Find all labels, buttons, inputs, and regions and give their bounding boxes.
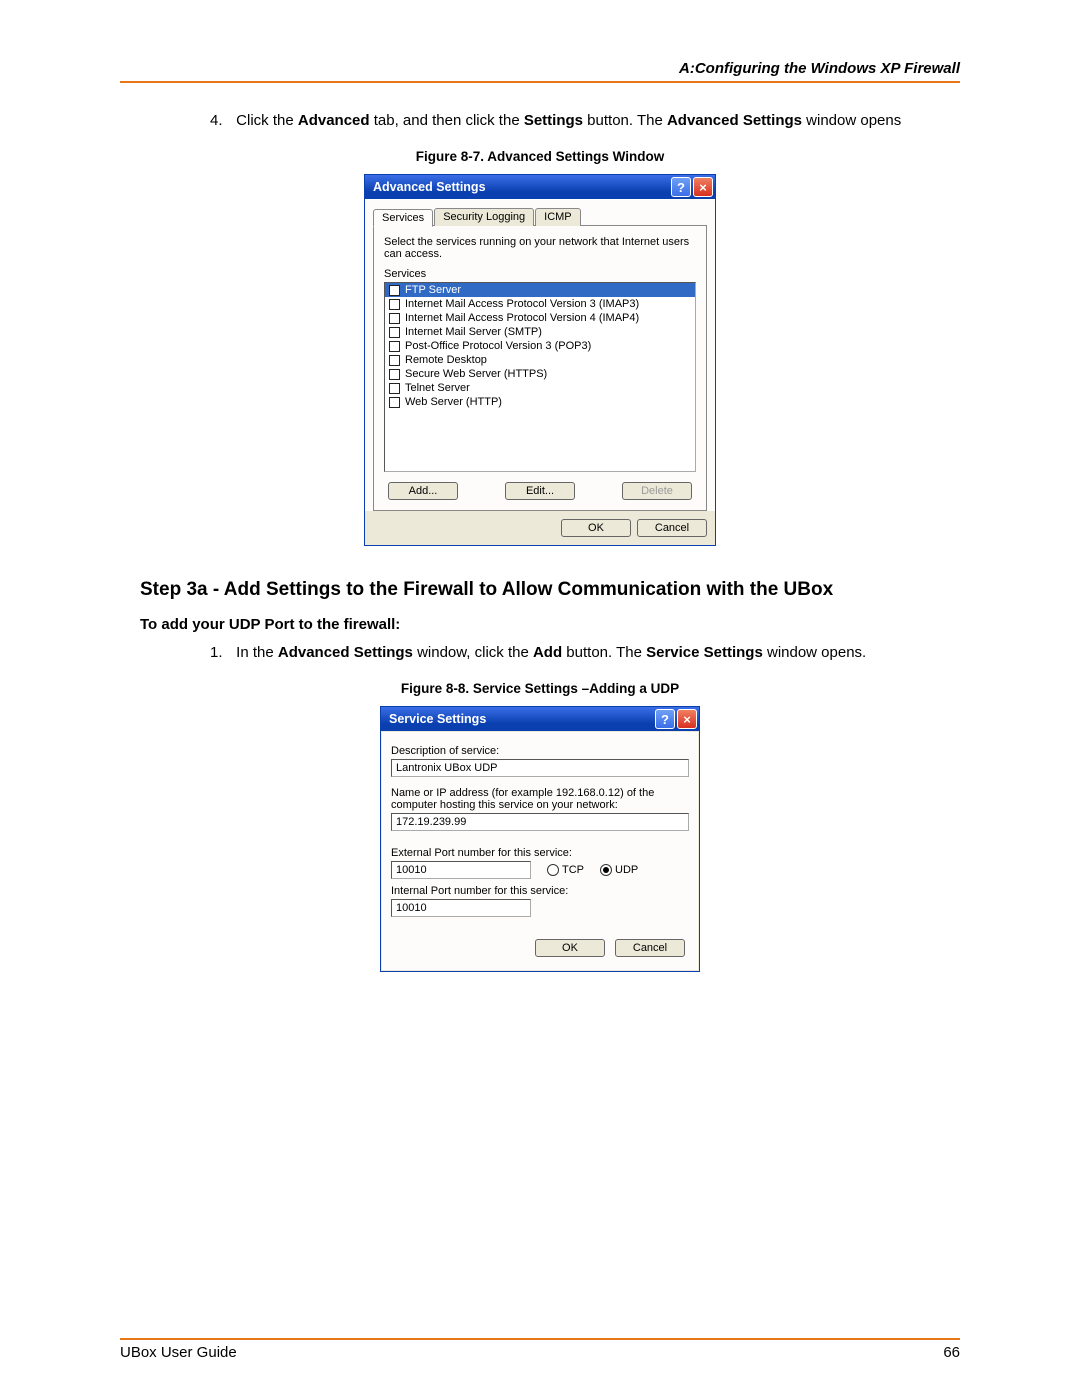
list-item-label: Remote Desktop	[405, 354, 487, 366]
text: window, click the	[413, 644, 533, 661]
radio-icon[interactable]	[547, 864, 559, 876]
radio-icon[interactable]	[600, 864, 612, 876]
text: tab, and then click the	[370, 112, 524, 129]
tab-panel: Select the services running on your netw…	[373, 225, 707, 511]
text: Click the	[236, 112, 298, 129]
tab-security-logging[interactable]: Security Logging	[434, 208, 534, 226]
advanced-settings-dialog: Advanced Settings ? × Services Security …	[364, 174, 716, 546]
sub-heading: To add your UDP Port to the firewall:	[140, 616, 960, 633]
cancel-button[interactable]: Cancel	[637, 519, 707, 537]
list-item-label: Internet Mail Access Protocol Version 3 …	[405, 298, 639, 310]
udp-radio[interactable]: UDP	[600, 864, 638, 876]
list-item-label: Internet Mail Access Protocol Version 4 …	[405, 312, 639, 324]
list-item[interactable]: Post-Office Protocol Version 3 (POP3)	[385, 339, 695, 353]
cancel-button[interactable]: Cancel	[615, 939, 685, 957]
titlebar[interactable]: Advanced Settings ? ×	[365, 175, 715, 199]
page-number: 66	[943, 1344, 960, 1361]
dialog-title: Advanced Settings	[373, 180, 669, 194]
checkbox-icon[interactable]	[389, 285, 400, 296]
instruction-4: 4. Click the Advanced tab, and then clic…	[210, 111, 940, 131]
internal-port-input[interactable]	[391, 899, 531, 917]
text-bold: Service Settings	[646, 644, 763, 661]
footer-left: UBox User Guide	[120, 1344, 237, 1361]
list-item[interactable]: Internet Mail Access Protocol Version 3 …	[385, 297, 695, 311]
ip-address-input[interactable]	[391, 813, 689, 831]
dialog-button-row: OK Cancel	[365, 511, 715, 545]
service-settings-dialog: Service Settings ? × Description of serv…	[380, 706, 700, 972]
list-item-label: Secure Web Server (HTTPS)	[405, 368, 547, 380]
checkbox-icon[interactable]	[389, 369, 400, 380]
page-footer: UBox User Guide 66	[120, 1338, 960, 1361]
text-bold: Advanced Settings	[278, 644, 413, 661]
services-listbox[interactable]: FTP Server Internet Mail Access Protocol…	[384, 282, 696, 472]
list-item-label: FTP Server	[405, 284, 461, 296]
list-item[interactable]: FTP Server	[385, 283, 695, 297]
list-item[interactable]: Remote Desktop	[385, 353, 695, 367]
external-port-label: External Port number for this service:	[391, 847, 689, 859]
list-button-row: Add... Edit... Delete	[384, 472, 696, 504]
text: window opens.	[763, 644, 866, 661]
close-icon[interactable]: ×	[677, 709, 697, 729]
text-bold: Settings	[524, 112, 583, 129]
text-bold: Add	[533, 644, 562, 661]
instruction-1: 1. In the Advanced Settings window, clic…	[210, 643, 940, 663]
panel-description: Select the services running on your netw…	[384, 236, 696, 260]
edit-button[interactable]: Edit...	[505, 482, 575, 500]
help-icon[interactable]: ?	[671, 177, 691, 197]
ok-button[interactable]: OK	[535, 939, 605, 957]
delete-button: Delete	[622, 482, 692, 500]
checkbox-icon[interactable]	[389, 299, 400, 310]
checkbox-icon[interactable]	[389, 341, 400, 352]
tab-icmp[interactable]: ICMP	[535, 208, 581, 226]
tabs: Services Security Logging ICMP	[373, 208, 707, 226]
ip-label: Name or IP address (for example 192.168.…	[391, 787, 689, 811]
text-bold: Advanced	[298, 112, 370, 129]
figure-caption-7: Figure 8-7. Advanced Settings Window	[120, 149, 960, 164]
dialog-title: Service Settings	[389, 712, 653, 726]
external-port-input[interactable]	[391, 861, 531, 879]
list-item[interactable]: Internet Mail Access Protocol Version 4 …	[385, 311, 695, 325]
tcp-radio[interactable]: TCP	[547, 864, 584, 876]
list-item-label: Post-Office Protocol Version 3 (POP3)	[405, 340, 591, 352]
list-number: 1.	[210, 643, 232, 663]
internal-port-label: Internal Port number for this service:	[391, 885, 689, 897]
ok-button[interactable]: OK	[561, 519, 631, 537]
help-icon[interactable]: ?	[655, 709, 675, 729]
checkbox-icon[interactable]	[389, 355, 400, 366]
figure-caption-8: Figure 8-8. Service Settings –Adding a U…	[120, 681, 960, 696]
dialog-button-row: OK Cancel	[391, 929, 689, 961]
radio-label: UDP	[615, 864, 638, 876]
description-input[interactable]	[391, 759, 689, 777]
text-bold: Advanced Settings	[667, 112, 802, 129]
list-item[interactable]: Internet Mail Server (SMTP)	[385, 325, 695, 339]
list-item[interactable]: Secure Web Server (HTTPS)	[385, 367, 695, 381]
list-number: 4.	[210, 111, 232, 131]
checkbox-icon[interactable]	[389, 383, 400, 394]
list-item[interactable]: Telnet Server	[385, 381, 695, 395]
list-item-label: Web Server (HTTP)	[405, 396, 502, 408]
step-heading: Step 3a - Add Settings to the Firewall t…	[140, 578, 840, 602]
page-header: A:Configuring the Windows XP Firewall	[120, 60, 960, 83]
add-button[interactable]: Add...	[388, 482, 458, 500]
close-icon[interactable]: ×	[693, 177, 713, 197]
checkbox-icon[interactable]	[389, 397, 400, 408]
list-item-label: Internet Mail Server (SMTP)	[405, 326, 542, 338]
text: button. The	[562, 644, 646, 661]
checkbox-icon[interactable]	[389, 327, 400, 338]
checkbox-icon[interactable]	[389, 313, 400, 324]
list-item-label: Telnet Server	[405, 382, 470, 394]
text: In the	[236, 644, 278, 661]
radio-label: TCP	[562, 864, 584, 876]
list-item[interactable]: Web Server (HTTP)	[385, 395, 695, 409]
text: button. The	[583, 112, 667, 129]
description-label: Description of service:	[391, 745, 689, 757]
titlebar[interactable]: Service Settings ? ×	[381, 707, 699, 731]
services-label: Services	[384, 268, 696, 280]
text: window opens	[802, 112, 901, 129]
tab-services[interactable]: Services	[373, 209, 433, 227]
